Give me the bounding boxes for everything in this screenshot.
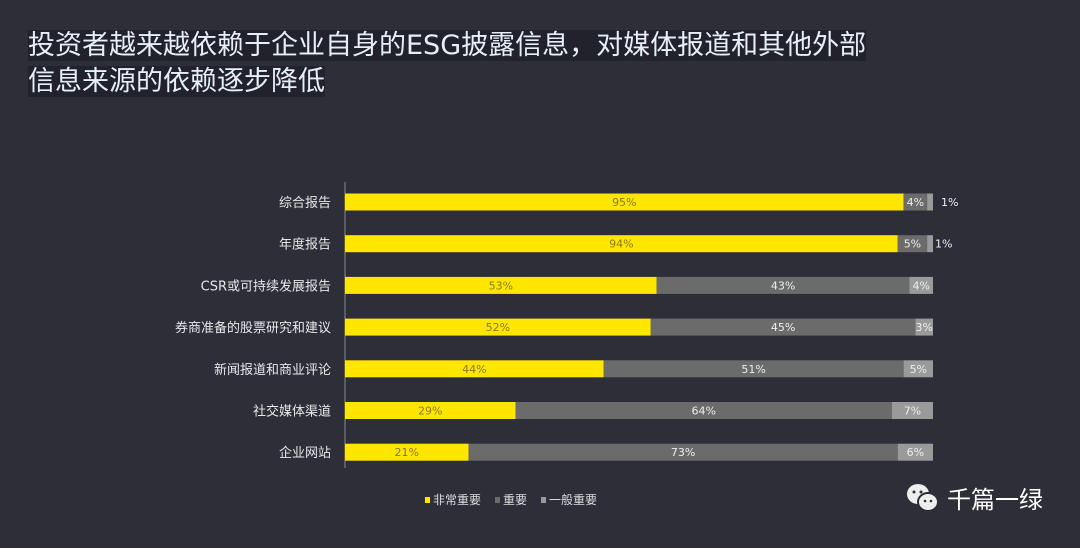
bar-segment <box>897 235 928 253</box>
data-label: 52% <box>486 321 510 334</box>
category-label: 综合报告 <box>279 196 331 211</box>
brand-name: 千篇一绿 <box>947 486 1043 514</box>
bar-segment <box>345 318 651 336</box>
data-label: 5% <box>910 363 927 376</box>
bar-segment <box>927 193 933 211</box>
bar-segment <box>897 443 933 461</box>
bar-segment <box>345 193 904 211</box>
bar-segment <box>891 402 933 419</box>
legend-swatch <box>425 496 430 503</box>
data-label: 44% <box>462 363 486 376</box>
bar-segment <box>903 360 933 378</box>
data-label: 51% <box>741 363 765 376</box>
brand: 千篇一绿 <box>905 480 1043 515</box>
page-title: 投资者越来越依赖于企业自身的ESG披露信息，对媒体报道和其他外部 信息来源的依赖… <box>28 28 1068 100</box>
title-line-2: 信息来源的依赖逐步降低 <box>28 66 325 97</box>
category-label: 年度报告 <box>279 237 331 253</box>
data-label: 7% <box>904 405 921 418</box>
bar-segment <box>903 193 928 211</box>
legend-item: 非常重要 <box>425 491 481 508</box>
data-label: 29% <box>418 405 442 418</box>
data-label: 43% <box>771 279 795 292</box>
title-line-1: 投资者越来越依赖于企业自身的ESG披露信息，对媒体报道和其他外部 <box>28 30 867 61</box>
data-label: 95% <box>612 196 636 209</box>
legend-item: 重要 <box>495 491 527 508</box>
bar-segment <box>603 360 904 378</box>
bar-segment <box>345 443 469 461</box>
wechat-icon <box>907 483 939 512</box>
data-label: 94% <box>609 238 633 251</box>
category-label: CSR或可持续发展报告 <box>201 278 331 294</box>
legend-label: 非常重要 <box>433 493 482 507</box>
data-label: 53% <box>489 279 513 292</box>
data-label: 45% <box>771 321 795 334</box>
bar-segment <box>650 318 916 336</box>
bar-segment <box>656 276 910 294</box>
data-label: 73% <box>671 446 695 459</box>
bar-segment <box>915 318 933 336</box>
legend-label: 重要 <box>503 493 528 507</box>
bar-segment <box>927 235 933 253</box>
bar-segment <box>345 276 657 294</box>
category-label: 社交媒体渠道 <box>253 404 331 420</box>
legend: 非常重要 重要 一般重要 <box>425 491 597 508</box>
legend-swatch <box>495 496 501 503</box>
legend-item: 一般重要 <box>541 491 597 508</box>
bar-segment <box>909 276 933 294</box>
category-label: 券商准备的股票研究和建议 <box>175 320 331 336</box>
data-label: 3% <box>915 321 932 334</box>
bar-segment <box>515 402 892 419</box>
category-label: 企业网站 <box>279 445 331 461</box>
bar-segment <box>345 235 898 253</box>
bar-segment <box>468 443 898 461</box>
bar-segment <box>345 402 516 419</box>
category-label: 新闻报道和商业评论 <box>214 362 331 378</box>
data-label: 1% <box>941 196 958 209</box>
data-label: 6% <box>907 446 924 459</box>
legend-label: 一般重要 <box>549 493 598 507</box>
data-label: 1% <box>935 238 952 251</box>
data-label: 5% <box>904 238 921 251</box>
data-label: 21% <box>395 446 419 459</box>
data-label: 4% <box>913 279 930 292</box>
data-label: 64% <box>691 405 715 418</box>
bar-segment <box>345 360 604 378</box>
data-label: 4% <box>907 196 924 209</box>
legend-swatch <box>541 496 547 503</box>
